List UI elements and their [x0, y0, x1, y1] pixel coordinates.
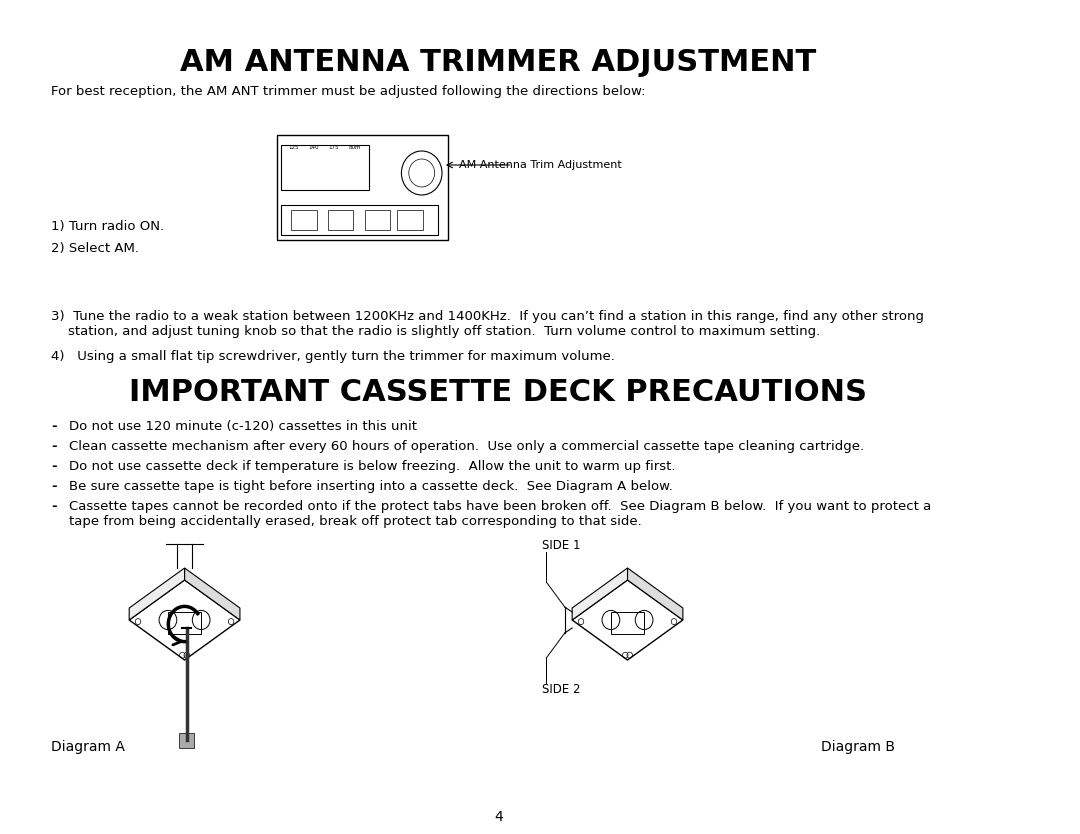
Text: 1) Turn radio ON.: 1) Turn radio ON.: [51, 220, 164, 233]
Text: -: -: [51, 480, 56, 493]
Bar: [179, 733, 194, 748]
Text: IMPORTANT CASSETTE DECK PRECAUTIONS: IMPORTANT CASSETTE DECK PRECAUTIONS: [130, 378, 867, 407]
Text: AM Antenna Trim Adjustment: AM Antenna Trim Adjustment: [459, 160, 621, 170]
Text: AM ANTENNA TRIMMER ADJUSTMENT: AM ANTENNA TRIMMER ADJUSTMENT: [180, 48, 816, 77]
Text: Diagram A: Diagram A: [51, 740, 124, 754]
Text: Be sure cassette tape is tight before inserting into a cassette deck.  See Diagr: Be sure cassette tape is tight before in…: [69, 480, 673, 493]
Bar: [276, 135, 447, 240]
Text: SIDE 2: SIDE 2: [542, 683, 580, 696]
Polygon shape: [130, 568, 185, 620]
Text: 2) Select AM.: 2) Select AM.: [51, 242, 138, 255]
Text: Do not use cassette deck if temperature is below freezing.  Allow the unit to wa: Do not use cassette deck if temperature …: [69, 460, 676, 473]
Text: -: -: [51, 420, 56, 433]
Text: SIDE 1: SIDE 1: [542, 539, 580, 552]
Text: 4)   Using a small flat tip screwdriver, gently turn the trimmer for maximum vol: 4) Using a small flat tip screwdriver, g…: [51, 350, 615, 363]
Text: 140: 140: [308, 145, 319, 150]
Polygon shape: [627, 568, 683, 620]
Text: 125: 125: [288, 145, 298, 150]
Bar: [282, 145, 369, 190]
Text: 175: 175: [328, 145, 339, 150]
Text: 80m: 80m: [349, 145, 362, 150]
Text: 4: 4: [494, 810, 502, 824]
Bar: [327, 210, 353, 230]
Text: Cassette tapes cannot be recorded onto if the protect tabs have been broken off.: Cassette tapes cannot be recorded onto i…: [69, 500, 931, 528]
Text: -: -: [51, 440, 56, 453]
Polygon shape: [572, 568, 627, 620]
Text: Diagram B: Diagram B: [821, 740, 895, 754]
Text: -: -: [51, 500, 56, 513]
Bar: [365, 210, 390, 230]
Text: Do not use 120 minute (c-120) cassettes in this unit: Do not use 120 minute (c-120) cassettes …: [69, 420, 417, 433]
Bar: [396, 210, 422, 230]
Text: Clean cassette mechanism after every 60 hours of operation.  Use only a commerci: Clean cassette mechanism after every 60 …: [69, 440, 864, 453]
Text: -: -: [51, 460, 56, 473]
Bar: [291, 210, 316, 230]
Polygon shape: [185, 568, 240, 620]
Bar: [282, 205, 438, 235]
Text: For best reception, the AM ANT trimmer must be adjusted following the directions: For best reception, the AM ANT trimmer m…: [51, 85, 645, 98]
Text: 3)  Tune the radio to a weak station between 1200KHz and 1400KHz.  If you can’t : 3) Tune the radio to a weak station betw…: [51, 310, 923, 338]
